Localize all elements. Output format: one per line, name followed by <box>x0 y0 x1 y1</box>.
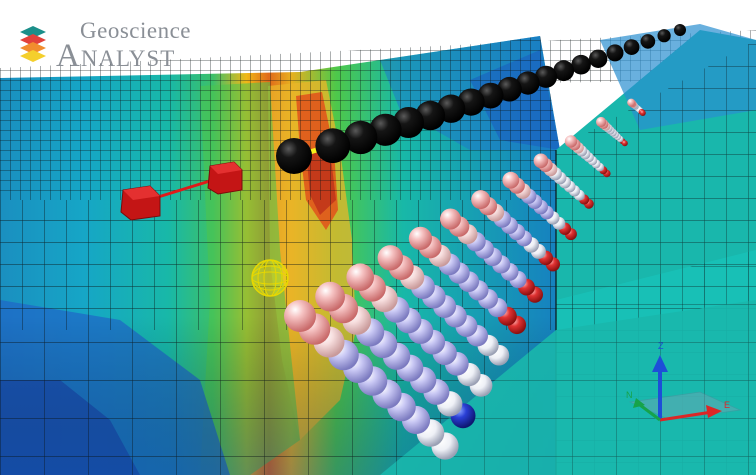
flight-station-sphere <box>516 71 540 95</box>
logo-text-analyst: Analyst <box>56 38 176 74</box>
receiver-sphere <box>284 300 316 332</box>
receiver-grid <box>284 98 646 460</box>
receiver-sphere <box>639 110 646 116</box>
flight-station-sphere <box>369 113 402 146</box>
receiver-sphere <box>377 245 403 271</box>
flight-line-stations <box>276 24 686 174</box>
transmitter-pair <box>120 161 243 221</box>
receiver-sphere <box>471 190 491 210</box>
flight-station-sphere <box>315 128 351 164</box>
geoscience-analyst-logo: Geoscience Analyst <box>16 18 206 74</box>
flight-station-sphere <box>534 65 558 88</box>
flight-station-sphere <box>657 29 671 43</box>
flight-station-sphere <box>640 34 656 49</box>
z-axis-label: Z <box>658 341 664 351</box>
e-axis-label: E <box>724 400 730 410</box>
receiver-sphere <box>346 263 375 292</box>
flight-station-sphere <box>589 49 608 68</box>
receiver-sphere <box>315 281 345 312</box>
receiver-sphere <box>596 116 607 128</box>
receiver-sphere <box>440 208 461 230</box>
layers-icon <box>20 26 46 62</box>
flight-station-sphere <box>571 54 591 75</box>
receiver-sphere <box>502 171 520 189</box>
receiver-sphere <box>621 140 628 147</box>
flight-station-sphere <box>553 60 575 82</box>
logo-text-geoscience: Geoscience <box>80 18 191 43</box>
flight-station-sphere <box>344 120 378 155</box>
receiver-sphere <box>408 226 432 250</box>
flight-station-sphere <box>674 24 686 36</box>
flight-station-sphere <box>623 39 640 55</box>
target-marker[interactable] <box>251 259 289 297</box>
orientation-triad: Z N E <box>626 341 742 422</box>
receiver-sphere <box>533 153 549 169</box>
flight-station-sphere <box>606 44 624 62</box>
n-axis-label: N <box>626 390 633 400</box>
receiver-sphere <box>564 135 578 148</box>
receiver-sphere <box>627 98 636 107</box>
flight-station-sphere <box>276 138 312 174</box>
